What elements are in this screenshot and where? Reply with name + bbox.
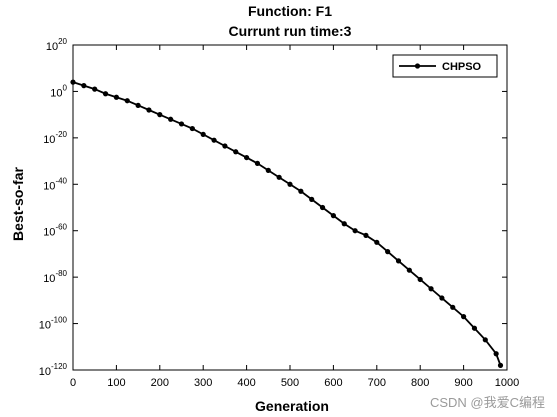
y-tick-base: 10 <box>43 134 55 146</box>
data-point <box>189 125 195 132</box>
data-point <box>124 98 130 104</box>
x-tick-label: 600 <box>324 377 342 389</box>
x-axis-ticks: 0 100 200 300 400 500 600 700 800 900 1000 <box>70 45 519 389</box>
data-point <box>330 213 336 219</box>
x-tick-label: 100 <box>107 377 125 389</box>
y-tick-base: 10 <box>43 227 55 239</box>
legend-marker <box>414 63 421 69</box>
data-point <box>178 121 185 127</box>
data-point <box>70 79 76 85</box>
plot-area <box>72 44 508 371</box>
y-tick-base: 10 <box>43 180 55 192</box>
legend-label: CHPSO <box>442 61 482 73</box>
data-point <box>276 174 282 180</box>
y-tick-base: 10 <box>50 87 62 99</box>
chart-subtitle: Currunt run time:3 <box>229 23 352 39</box>
data-point <box>92 86 98 92</box>
data-point <box>385 249 391 255</box>
data-point <box>395 258 402 264</box>
y-tick-label: 10-40 <box>43 176 67 192</box>
data-point <box>102 91 109 97</box>
data-point <box>81 83 87 89</box>
legend: CHPSO <box>392 54 498 78</box>
data-point <box>352 228 358 234</box>
y-tick-label: 10-20 <box>43 130 67 146</box>
data-point <box>471 325 478 331</box>
x-tick-label: 200 <box>151 377 169 389</box>
x-tick-label: 900 <box>454 377 472 389</box>
data-point <box>146 107 152 113</box>
y-tick-label: 10-80 <box>43 269 67 285</box>
y-tick-base: 10 <box>39 366 51 378</box>
data-point <box>461 314 467 320</box>
data-point <box>287 181 293 187</box>
data-point <box>211 137 217 143</box>
x-tick-label: 1000 <box>495 377 519 389</box>
data-point <box>309 196 315 202</box>
data-point <box>363 232 369 238</box>
y-tick-label: 100 <box>50 83 67 99</box>
y-tick-label: 1020 <box>46 37 68 53</box>
data-series <box>70 79 504 368</box>
data-point <box>233 149 239 155</box>
y-tick-exponent: -100 <box>51 316 68 325</box>
y-tick-label: 10-120 <box>39 362 68 378</box>
data-point <box>254 160 261 166</box>
data-point <box>135 102 141 108</box>
legend-box <box>392 54 498 78</box>
data-point <box>168 116 174 122</box>
data-point <box>222 143 228 149</box>
y-tick-base: 10 <box>39 320 51 332</box>
y-tick-label: 10-100 <box>39 316 68 332</box>
y-tick-exponent: -20 <box>55 130 67 139</box>
y-tick-exponent: -80 <box>55 269 67 278</box>
x-tick-label: 400 <box>237 377 255 389</box>
x-tick-label: 0 <box>70 377 76 389</box>
x-tick-label: 700 <box>368 377 386 389</box>
data-point <box>265 167 271 173</box>
x-tick-label: 800 <box>411 377 429 389</box>
data-point <box>200 131 206 137</box>
y-tick-base: 10 <box>43 273 55 285</box>
data-point <box>497 362 504 368</box>
data-point <box>493 351 499 357</box>
y-tick-exponent: 20 <box>58 37 67 46</box>
y-tick-base: 10 <box>46 41 58 53</box>
data-point <box>319 204 326 211</box>
data-point <box>298 188 304 194</box>
data-point <box>450 304 456 310</box>
data-point <box>482 337 488 343</box>
data-point <box>157 112 163 118</box>
data-point <box>417 276 423 283</box>
x-tick-label: 500 <box>281 377 299 389</box>
y-tick-exponent: -40 <box>55 176 67 185</box>
y-tick-exponent: 0 <box>63 83 68 92</box>
x-axis-label: Generation <box>255 398 329 414</box>
data-point <box>439 295 445 301</box>
x-tick-label: 300 <box>194 377 212 389</box>
y-tick-exponent: -120 <box>51 362 68 371</box>
data-point <box>428 286 434 292</box>
y-tick-label: 10-60 <box>43 223 67 239</box>
data-point <box>113 94 119 100</box>
data-point <box>406 267 412 273</box>
y-axis-label: Best-so-far <box>10 166 26 240</box>
data-point <box>244 154 250 161</box>
data-point <box>341 221 347 227</box>
chart-title: Function: F1 <box>248 3 332 19</box>
y-tick-exponent: -60 <box>55 223 67 232</box>
watermark: CSDN @我爱C编程 <box>429 395 545 410</box>
data-point <box>374 239 380 245</box>
